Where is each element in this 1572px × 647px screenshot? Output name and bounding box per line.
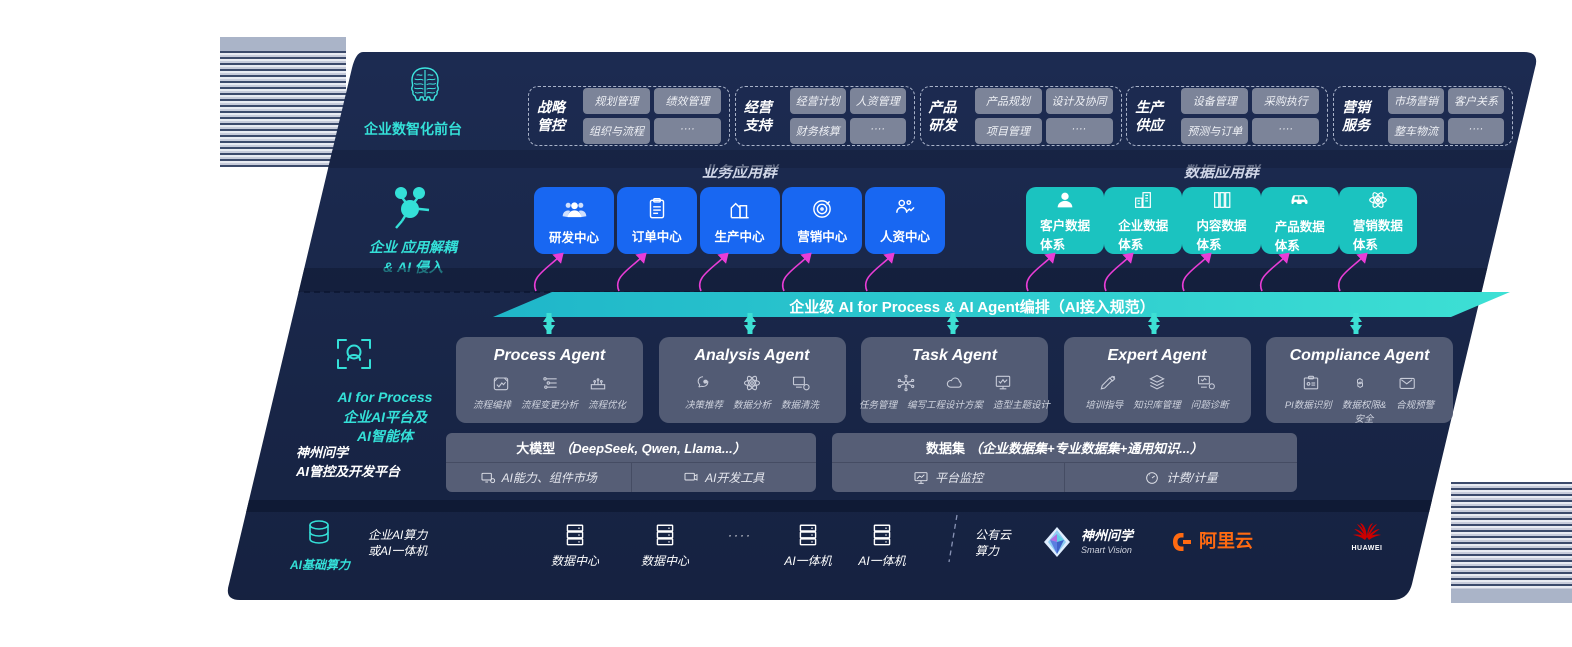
svg-text:HUAWEI: HUAWEI (1352, 545, 1383, 552)
